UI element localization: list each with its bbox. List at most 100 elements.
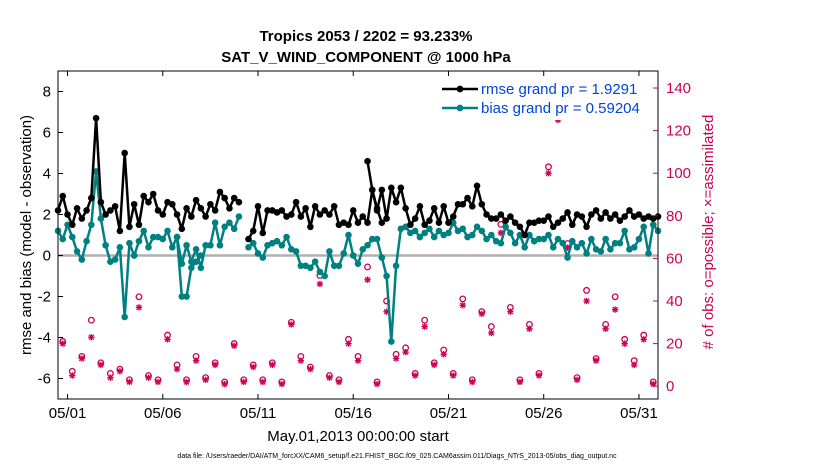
bias-point (202, 241, 209, 249)
bias-point (388, 338, 395, 345)
bias-point (307, 264, 314, 272)
bias-point (230, 225, 238, 233)
bias-point (140, 227, 148, 235)
bias-point (192, 258, 200, 265)
bias-point (611, 239, 619, 247)
rmse-point (245, 235, 252, 243)
rmse-point (464, 194, 471, 202)
obs-assimilated-stroke (517, 379, 523, 385)
rmse-point (388, 184, 395, 192)
bias-point (245, 244, 252, 251)
obs-assimilated-stroke (421, 323, 428, 330)
x-tick-label: 05/16 (334, 405, 372, 422)
rmse-point (402, 205, 409, 212)
rmse-point (68, 221, 76, 229)
rmse-point (478, 200, 486, 208)
chart-title-line1: Tropics 2053 / 2202 = 93.233% (259, 28, 472, 45)
obs-assimilated-stroke (345, 340, 352, 347)
rmse-point (116, 227, 124, 235)
rmse-point (226, 205, 233, 212)
rmse-point (621, 213, 628, 220)
obs-assimilated-stroke (393, 355, 399, 362)
rmse-point (316, 211, 324, 218)
obs-assimilated-stroke (631, 362, 638, 368)
rmse-point (88, 194, 95, 202)
rmse-point (426, 217, 433, 224)
y-right-tick-label: 120 (666, 123, 691, 140)
bias-point (578, 239, 586, 247)
obs-assimilated-stroke (107, 374, 114, 381)
obs-assimilated-stroke (507, 308, 514, 315)
y-right-tick-label: 20 (666, 336, 683, 353)
obs-assimilated-point (221, 380, 228, 388)
rmse-point (635, 211, 643, 218)
bias-point (573, 244, 581, 251)
bias-point (373, 235, 381, 243)
bias-point (483, 235, 490, 243)
obs-assimilated-stroke (117, 368, 123, 375)
obs-assimilated-stroke (69, 372, 76, 379)
obs-assimilated-stroke (355, 357, 361, 364)
rmse-point (97, 198, 105, 206)
obs-assimilated-point (202, 376, 209, 384)
obs-assimilated-stroke (459, 302, 466, 309)
bias-point (345, 231, 352, 239)
bias-point (549, 244, 557, 251)
obs-assimilated-stroke (497, 230, 504, 236)
obs-assimilated-point (364, 276, 371, 283)
rmse-point (59, 192, 67, 200)
obs-assimilated-point (154, 378, 162, 386)
x-tick-label: 05/11 (240, 405, 276, 422)
obs-assimilated-point (145, 374, 152, 381)
obs-assimilated-point (335, 378, 343, 386)
rmse-point (568, 221, 576, 229)
rmse-point (135, 221, 143, 229)
obs-assimilated-stroke (269, 362, 276, 368)
bias-point (516, 231, 524, 239)
rmse-point (307, 223, 314, 231)
rmse-point (616, 217, 624, 224)
rmse-point (221, 194, 228, 202)
legend-bias-label: bias grand pr = 0.59204 (481, 100, 640, 117)
rmse-point (373, 205, 381, 212)
rmse-point (311, 203, 319, 210)
legend-rmse-marker (456, 85, 464, 93)
obs-assimilated-point (650, 380, 657, 388)
bias-point (435, 227, 443, 235)
bias-point (616, 239, 624, 247)
rmse-point (349, 207, 357, 214)
obs-assimilated-stroke (450, 372, 457, 379)
rmse-point (354, 219, 362, 226)
rmse-point (278, 207, 286, 214)
rmse-point (140, 192, 148, 200)
bias-point (116, 244, 124, 251)
bias-point (249, 239, 257, 247)
bias-point (297, 262, 305, 270)
bias-point (459, 225, 467, 233)
rmse-point (502, 217, 509, 224)
obs-assimilated-stroke (250, 364, 257, 370)
rmse-point (473, 182, 481, 190)
bias-point (502, 223, 509, 231)
rmse-point (416, 203, 424, 210)
obs-assimilated-point (59, 340, 66, 347)
bias-point (430, 233, 438, 241)
obs-assimilated-point (240, 378, 247, 386)
y-tick-label: -4 (38, 330, 51, 347)
obs-assimilated-stroke (326, 374, 333, 381)
rmse-point (626, 207, 633, 214)
rmse-point (126, 223, 133, 231)
rmse-point (302, 205, 309, 212)
bias-point (378, 254, 386, 261)
obs-assimilated-point (583, 297, 590, 305)
obs-assimilated-point (297, 357, 305, 364)
rmse-point (488, 215, 495, 222)
bias-point (635, 235, 643, 243)
y-tick-label: 6 (43, 125, 51, 142)
obs-assimilated-point (278, 380, 286, 388)
bias-point (359, 246, 367, 253)
obs-assimilated-stroke (174, 366, 180, 373)
obs-possible-point (135, 293, 143, 301)
obs-assimilated-stroke (440, 351, 447, 358)
